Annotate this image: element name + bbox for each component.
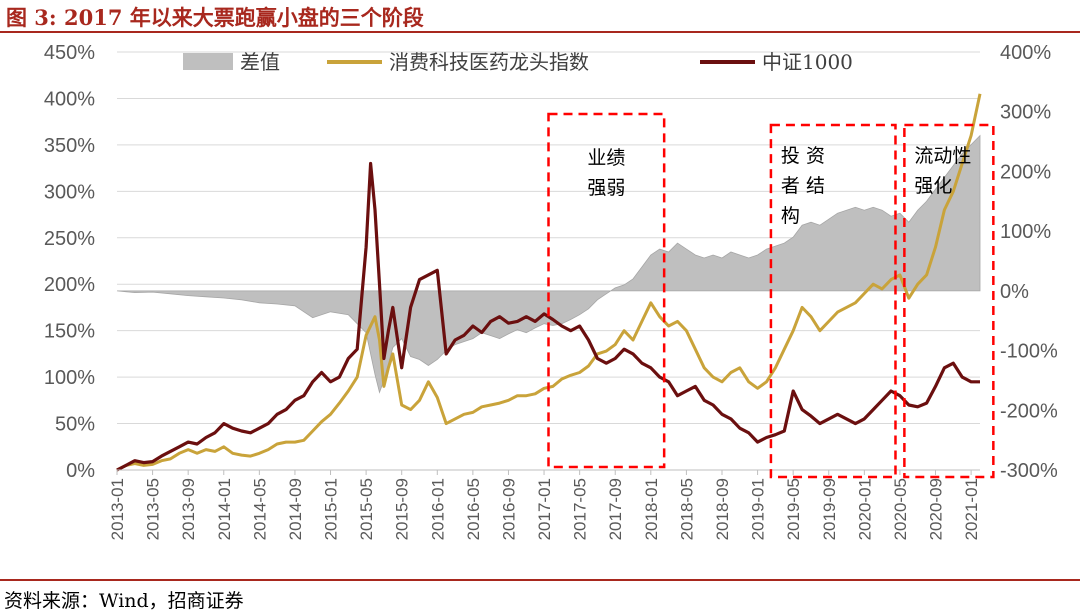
phase-label: 业绩 bbox=[587, 147, 625, 169]
right-tick-label: -100% bbox=[1000, 341, 1058, 363]
left-tick-label: 250% bbox=[44, 228, 95, 250]
x-tick-label: 2014-01 bbox=[215, 478, 234, 540]
right-tick-label: 100% bbox=[1000, 221, 1051, 243]
x-tick-label: 2020-01 bbox=[855, 478, 874, 540]
legend: 差值 消费科技医药龙头指数 中证1000 bbox=[183, 50, 853, 74]
right-tick-label: 400% bbox=[1000, 42, 1051, 64]
x-tick-label: 2014-05 bbox=[250, 478, 269, 540]
source-rule bbox=[0, 579, 1080, 581]
right-tick-label: 300% bbox=[1000, 102, 1051, 124]
x-tick-label: 2014-09 bbox=[286, 478, 305, 540]
left-tick-label: 0% bbox=[66, 460, 95, 482]
diff-area bbox=[116, 134, 981, 394]
x-tick-label: 2021-01 bbox=[962, 478, 981, 540]
x-tick-label: 2015-01 bbox=[322, 478, 341, 540]
phase-box bbox=[903, 123, 995, 479]
x-tick-label: 2016-05 bbox=[464, 478, 483, 540]
source-note: 资料来源：Wind，招商证券 bbox=[4, 590, 244, 612]
series-area-diff bbox=[116, 134, 981, 394]
series-lines bbox=[116, 93, 982, 472]
legend-label-leaders: 消费科技医药龙头指数 bbox=[389, 50, 589, 74]
left-tick-label: 350% bbox=[44, 135, 95, 157]
chart-title: 图 3: 2017 年以来大票跑赢小盘的三个阶段 bbox=[6, 5, 424, 30]
left-tick-label: 450% bbox=[44, 42, 95, 64]
x-tick-label: 2016-01 bbox=[428, 478, 447, 540]
x-tick-label: 2020-05 bbox=[891, 478, 910, 540]
left-tick-label: 50% bbox=[55, 414, 95, 436]
phase-label: 强化 bbox=[914, 175, 952, 197]
x-tick-label: 2018-09 bbox=[713, 478, 732, 540]
right-tick-label: -200% bbox=[1000, 400, 1058, 422]
x-tick-label: 2019-09 bbox=[820, 478, 839, 540]
axes: 0% 50% 100% 150% 200% 250% 300% 350% 400% 450% -30… bbox=[44, 42, 1058, 540]
x-tick-label: 2020-09 bbox=[927, 478, 946, 540]
phase-box bbox=[769, 123, 897, 479]
left-tick-label: 200% bbox=[44, 274, 95, 296]
x-tick-label: 2013-09 bbox=[179, 478, 198, 540]
phase-label: 者 结 bbox=[781, 175, 825, 197]
x-tick-label: 2017-09 bbox=[606, 478, 625, 540]
series-line-leaders bbox=[116, 93, 982, 472]
x-tick-label: 2019-05 bbox=[784, 478, 803, 540]
phase-label: 强弱 bbox=[587, 177, 625, 199]
legend-label-diff: 差值 bbox=[240, 50, 280, 74]
right-tick-label: 200% bbox=[1000, 161, 1051, 183]
right-tick-label: -300% bbox=[1000, 460, 1058, 482]
x-tick-label: 2013-01 bbox=[108, 478, 127, 540]
x-tick-label: 2015-05 bbox=[357, 478, 376, 540]
title-rule bbox=[0, 31, 1080, 33]
x-tick-label: 2017-01 bbox=[535, 478, 554, 540]
right-tick-label: 0% bbox=[1000, 281, 1029, 303]
x-tick-label: 2015-09 bbox=[393, 478, 412, 540]
left-tick-label: 300% bbox=[44, 181, 95, 203]
phase-label: 流动性 bbox=[914, 145, 971, 167]
x-tick-label: 2016-09 bbox=[499, 478, 518, 540]
phase-label: 投 资 bbox=[781, 145, 825, 167]
left-tick-label: 150% bbox=[44, 321, 95, 343]
x-tick-label: 2018-05 bbox=[677, 478, 696, 540]
x-tick-label: 2017-05 bbox=[571, 478, 590, 540]
series-line-csi1000 bbox=[116, 161, 980, 472]
left-tick-label: 400% bbox=[44, 88, 95, 110]
x-tick-label: 2013-05 bbox=[144, 478, 163, 540]
phase-box bbox=[547, 112, 666, 469]
left-tick-label: 100% bbox=[44, 367, 95, 389]
x-tick-label: 2018-01 bbox=[642, 478, 661, 540]
phase-label: 构 bbox=[781, 205, 800, 227]
legend-label-csi1000: 中证1000 bbox=[762, 50, 853, 74]
x-tick-label: 2019-01 bbox=[749, 478, 768, 540]
legend-swatch-diff bbox=[183, 53, 233, 70]
